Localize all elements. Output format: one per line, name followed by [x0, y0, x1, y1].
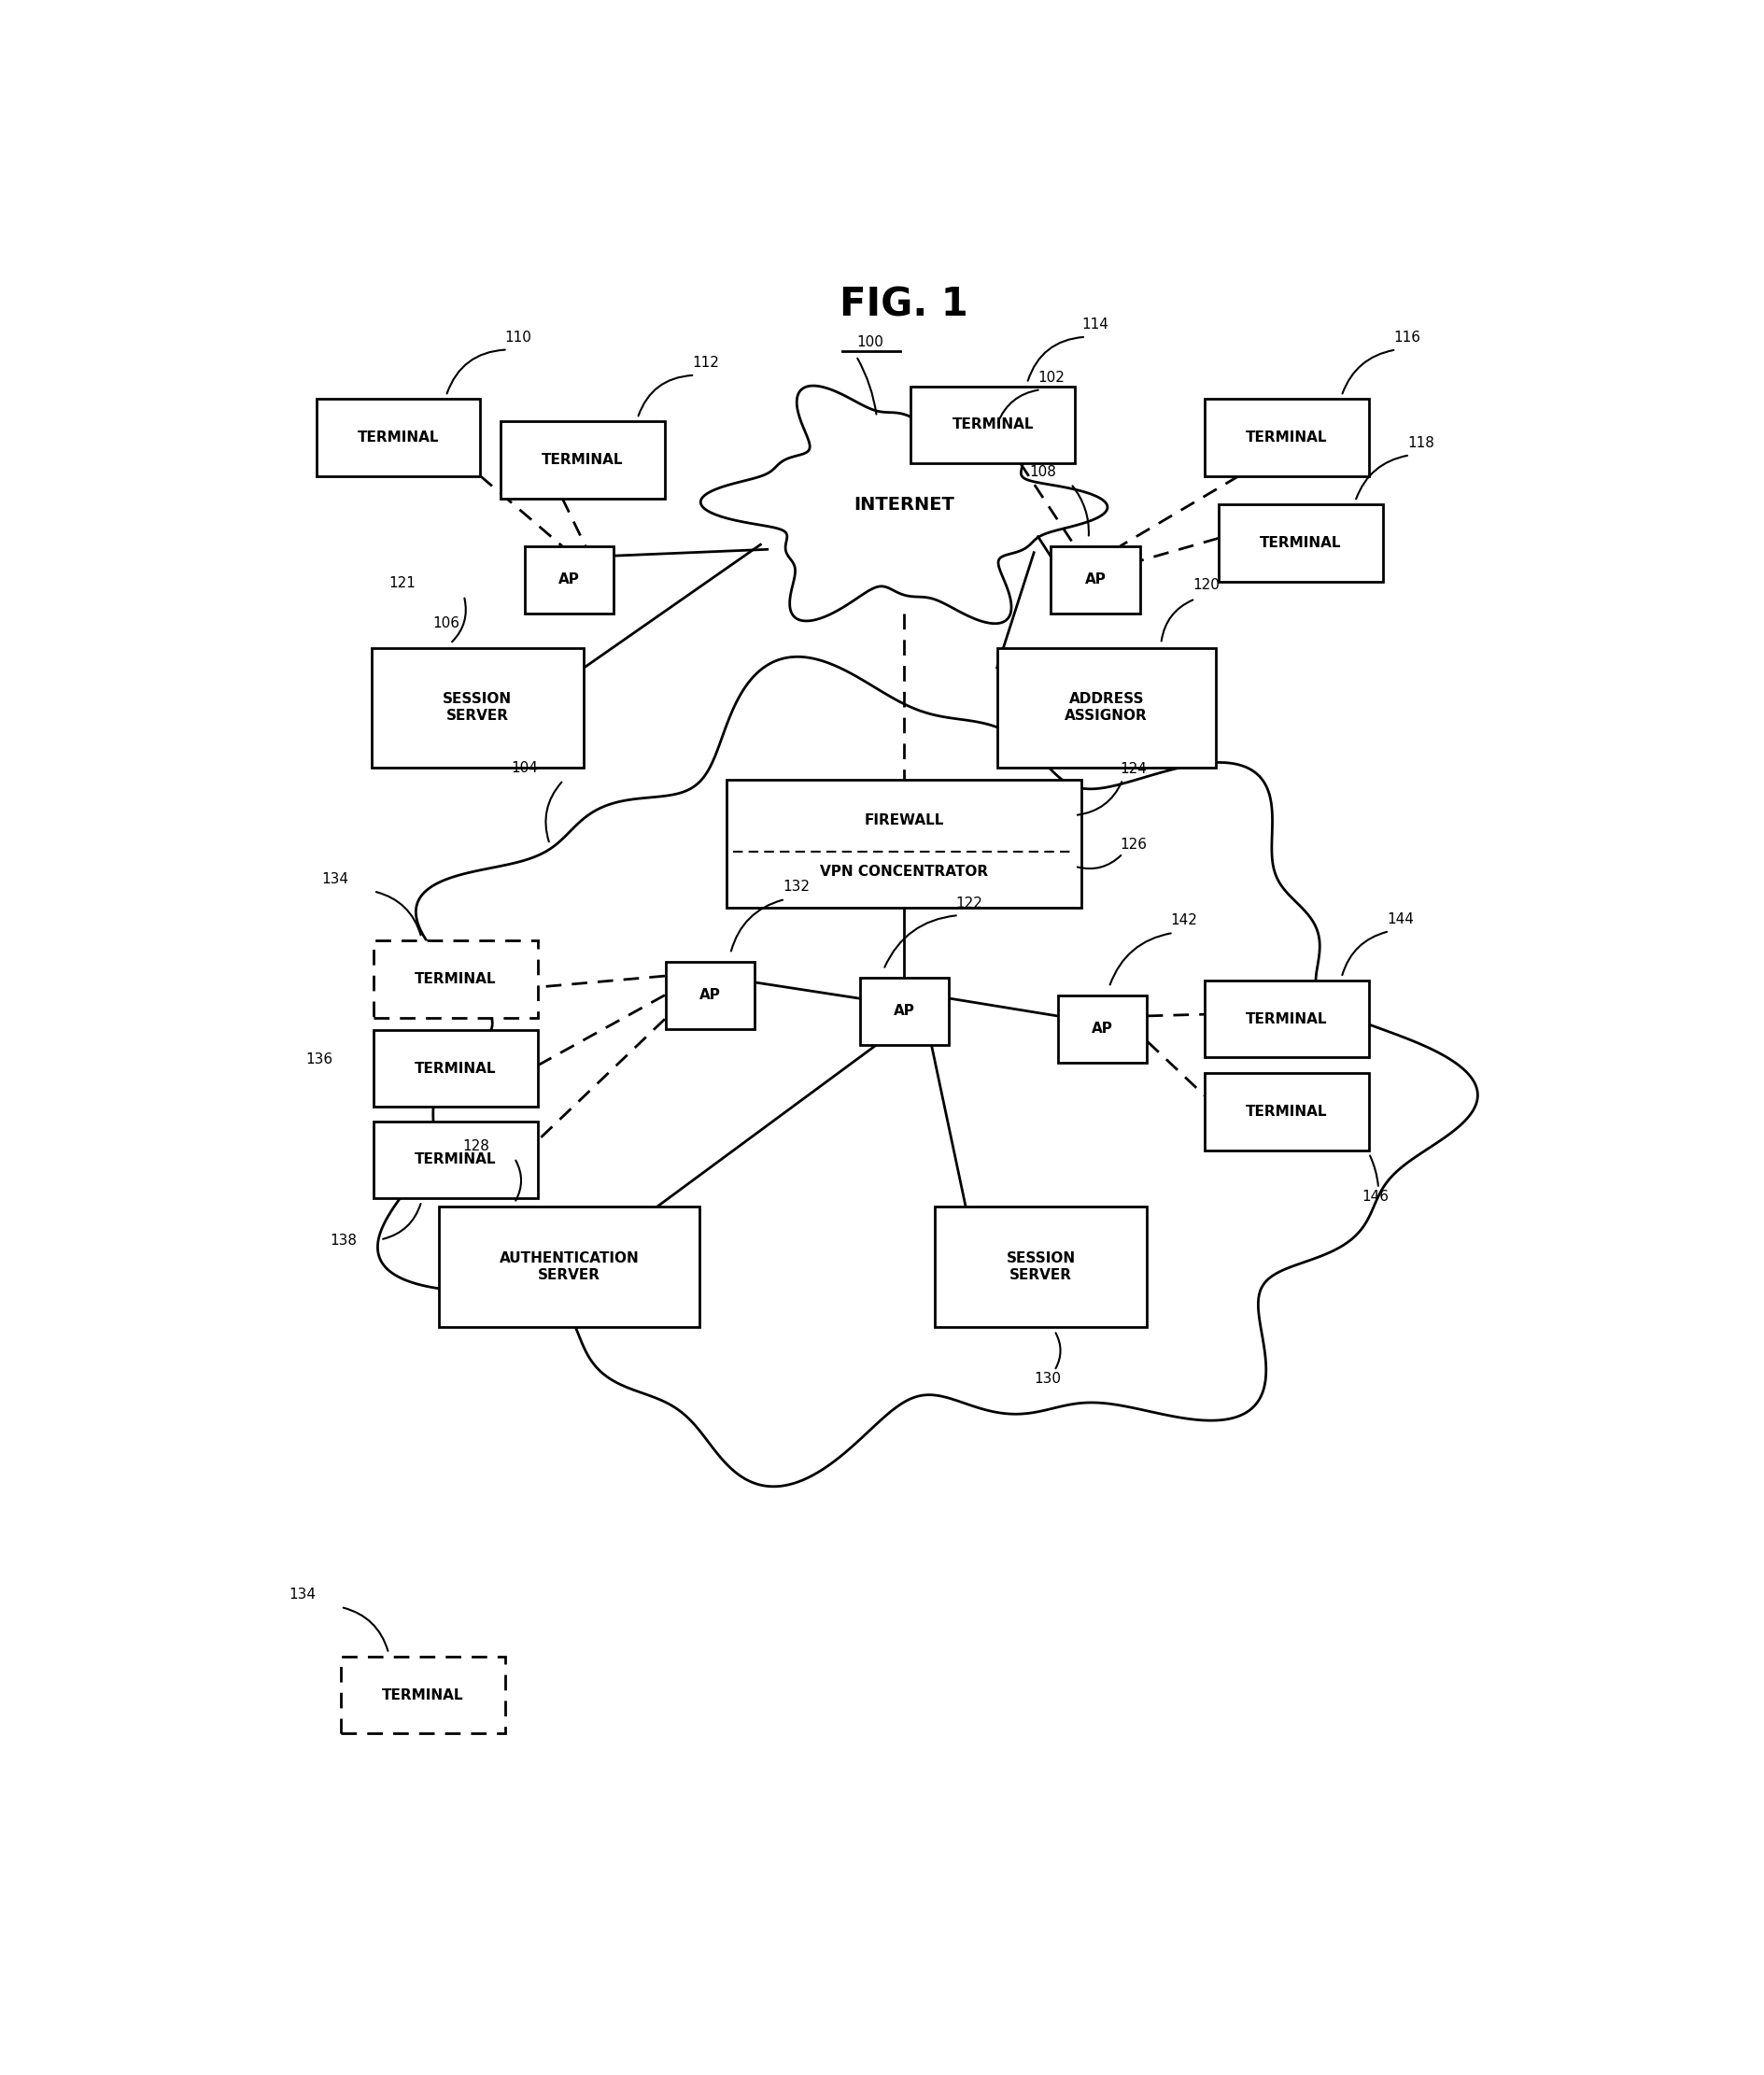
Text: 110: 110: [505, 330, 531, 344]
Text: TERMINAL: TERMINAL: [383, 1687, 464, 1702]
Text: AUTHENTICATION
SERVER: AUTHENTICATION SERVER: [499, 1251, 639, 1282]
Text: TERMINAL: TERMINAL: [953, 417, 1034, 432]
Bar: [1205, 981, 1369, 1058]
Text: AP: AP: [559, 573, 580, 587]
Bar: [439, 1208, 699, 1326]
Text: 132: 132: [783, 880, 810, 894]
Text: 118: 118: [1408, 436, 1434, 450]
Text: 144: 144: [1387, 913, 1413, 925]
Bar: [1205, 1073, 1369, 1150]
Bar: [997, 647, 1215, 768]
Text: 146: 146: [1362, 1191, 1388, 1204]
Bar: [340, 1656, 505, 1733]
Text: INTERNET: INTERNET: [854, 496, 954, 513]
PathPatch shape: [377, 658, 1478, 1486]
Bar: [374, 1120, 538, 1197]
Text: 130: 130: [1034, 1372, 1060, 1386]
Text: 134: 134: [289, 1587, 316, 1602]
Text: 134: 134: [321, 872, 349, 886]
Bar: [935, 1208, 1147, 1326]
Bar: [665, 961, 755, 1029]
Bar: [1219, 504, 1383, 581]
Text: 126: 126: [1120, 838, 1147, 851]
Text: AP: AP: [1092, 1021, 1113, 1035]
Bar: [316, 398, 480, 475]
Bar: [1051, 546, 1140, 614]
Text: TERMINAL: TERMINAL: [1245, 1013, 1328, 1027]
Text: VPN CONCENTRATOR: VPN CONCENTRATOR: [820, 865, 988, 878]
Text: 104: 104: [512, 762, 538, 776]
Text: 122: 122: [956, 896, 983, 911]
Bar: [374, 1031, 538, 1106]
Text: AP: AP: [1085, 573, 1106, 587]
Text: 100: 100: [856, 336, 884, 351]
Bar: [374, 940, 538, 1017]
Text: 112: 112: [691, 357, 720, 369]
Text: TERMINAL: TERMINAL: [1259, 535, 1341, 550]
Bar: [524, 546, 614, 614]
Text: 116: 116: [1394, 330, 1420, 344]
Text: FIREWALL: FIREWALL: [864, 813, 944, 828]
Text: 108: 108: [1030, 465, 1057, 479]
Text: FIG. 1: FIG. 1: [840, 284, 968, 324]
Text: AP: AP: [699, 988, 721, 1002]
Text: 128: 128: [462, 1139, 489, 1154]
Text: 106: 106: [432, 616, 459, 631]
Text: 120: 120: [1192, 579, 1219, 591]
Bar: [372, 647, 584, 768]
Text: TERMINAL: TERMINAL: [415, 1154, 496, 1166]
Text: 138: 138: [330, 1233, 356, 1247]
Bar: [910, 386, 1074, 463]
Text: AP: AP: [893, 1004, 916, 1019]
Text: TERMINAL: TERMINAL: [415, 1062, 496, 1075]
Text: TERMINAL: TERMINAL: [1245, 1104, 1328, 1118]
Text: TERMINAL: TERMINAL: [358, 430, 439, 444]
Text: 142: 142: [1171, 913, 1198, 928]
PathPatch shape: [700, 386, 1108, 622]
Text: TERMINAL: TERMINAL: [1245, 430, 1328, 444]
Bar: [1205, 398, 1369, 475]
Text: ADDRESS
ASSIGNOR: ADDRESS ASSIGNOR: [1065, 693, 1148, 722]
Bar: [501, 421, 665, 498]
Text: 102: 102: [1037, 371, 1065, 384]
Bar: [859, 977, 949, 1044]
Text: 124: 124: [1120, 762, 1147, 776]
Text: TERMINAL: TERMINAL: [415, 973, 496, 986]
Text: 136: 136: [305, 1052, 332, 1067]
Text: TERMINAL: TERMINAL: [542, 452, 624, 467]
Bar: [727, 780, 1081, 907]
Text: 121: 121: [388, 577, 416, 591]
Text: SESSION
SERVER: SESSION SERVER: [443, 693, 512, 722]
Text: SESSION
SERVER: SESSION SERVER: [1005, 1251, 1076, 1282]
Text: 114: 114: [1081, 317, 1110, 332]
Bar: [1058, 996, 1147, 1062]
